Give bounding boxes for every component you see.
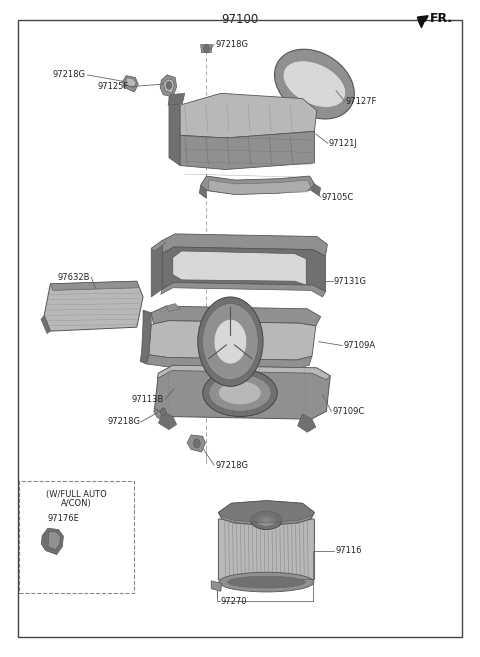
- Text: 97131G: 97131G: [334, 277, 367, 286]
- Polygon shape: [140, 310, 151, 364]
- Text: 97632B: 97632B: [58, 273, 90, 282]
- Text: 97105C: 97105C: [322, 193, 354, 202]
- Polygon shape: [201, 45, 212, 53]
- Polygon shape: [154, 405, 172, 420]
- Polygon shape: [180, 131, 314, 170]
- Polygon shape: [173, 251, 306, 285]
- Polygon shape: [169, 97, 180, 166]
- Polygon shape: [211, 581, 222, 591]
- Polygon shape: [122, 76, 138, 92]
- Polygon shape: [151, 240, 162, 297]
- Polygon shape: [44, 281, 143, 331]
- Text: 97121J: 97121J: [329, 139, 358, 148]
- Polygon shape: [162, 234, 327, 256]
- Polygon shape: [126, 78, 136, 88]
- Circle shape: [160, 408, 166, 416]
- Polygon shape: [155, 365, 330, 419]
- Text: 97218G: 97218G: [215, 40, 248, 49]
- Text: A/CON): A/CON): [61, 499, 92, 509]
- Text: 97100: 97100: [221, 13, 259, 26]
- Polygon shape: [201, 176, 314, 194]
- Polygon shape: [160, 75, 177, 97]
- Text: (W/FULL AUTO: (W/FULL AUTO: [47, 490, 107, 499]
- Ellipse shape: [218, 381, 262, 405]
- Polygon shape: [176, 380, 186, 393]
- Ellipse shape: [251, 511, 282, 530]
- Polygon shape: [151, 240, 166, 251]
- Text: 97218G: 97218G: [107, 417, 140, 426]
- Polygon shape: [218, 501, 314, 526]
- Text: FR.: FR.: [430, 12, 453, 25]
- Polygon shape: [161, 283, 325, 297]
- Polygon shape: [163, 79, 174, 93]
- Circle shape: [204, 45, 209, 53]
- Polygon shape: [41, 528, 63, 555]
- Text: 97116: 97116: [335, 546, 361, 555]
- Polygon shape: [166, 304, 180, 311]
- Polygon shape: [158, 411, 177, 430]
- Ellipse shape: [261, 517, 272, 524]
- Polygon shape: [41, 315, 50, 334]
- Polygon shape: [50, 281, 139, 290]
- Circle shape: [214, 319, 247, 364]
- Ellipse shape: [256, 514, 276, 526]
- Text: 97176E: 97176E: [47, 514, 79, 523]
- Polygon shape: [298, 414, 316, 432]
- Polygon shape: [418, 16, 428, 28]
- Ellipse shape: [203, 369, 277, 417]
- Polygon shape: [218, 519, 314, 591]
- Polygon shape: [171, 377, 188, 396]
- Circle shape: [193, 439, 200, 448]
- Ellipse shape: [228, 576, 305, 588]
- Circle shape: [166, 81, 172, 89]
- Polygon shape: [168, 93, 185, 105]
- Polygon shape: [157, 365, 330, 380]
- Text: 97127F: 97127F: [346, 97, 377, 106]
- Polygon shape: [149, 321, 316, 360]
- Bar: [19, 481, 134, 593]
- Circle shape: [198, 297, 263, 386]
- Polygon shape: [187, 435, 205, 452]
- Ellipse shape: [219, 572, 314, 592]
- Polygon shape: [146, 355, 312, 369]
- Text: 97109C: 97109C: [332, 407, 364, 416]
- Text: 97270: 97270: [221, 597, 247, 606]
- Polygon shape: [180, 93, 317, 138]
- Ellipse shape: [209, 374, 271, 411]
- Polygon shape: [162, 247, 325, 292]
- Text: 97109A: 97109A: [343, 341, 375, 350]
- Text: 97125F: 97125F: [97, 82, 129, 91]
- Polygon shape: [48, 532, 60, 550]
- Text: 97218G: 97218G: [52, 70, 85, 79]
- Polygon shape: [218, 501, 314, 523]
- Polygon shape: [151, 306, 321, 326]
- Text: 97113B: 97113B: [132, 395, 164, 404]
- Circle shape: [203, 304, 258, 380]
- Polygon shape: [311, 184, 321, 196]
- Text: 97218G: 97218G: [215, 461, 248, 470]
- Polygon shape: [283, 61, 346, 107]
- Polygon shape: [209, 180, 311, 194]
- Polygon shape: [275, 49, 354, 119]
- Polygon shape: [199, 185, 206, 198]
